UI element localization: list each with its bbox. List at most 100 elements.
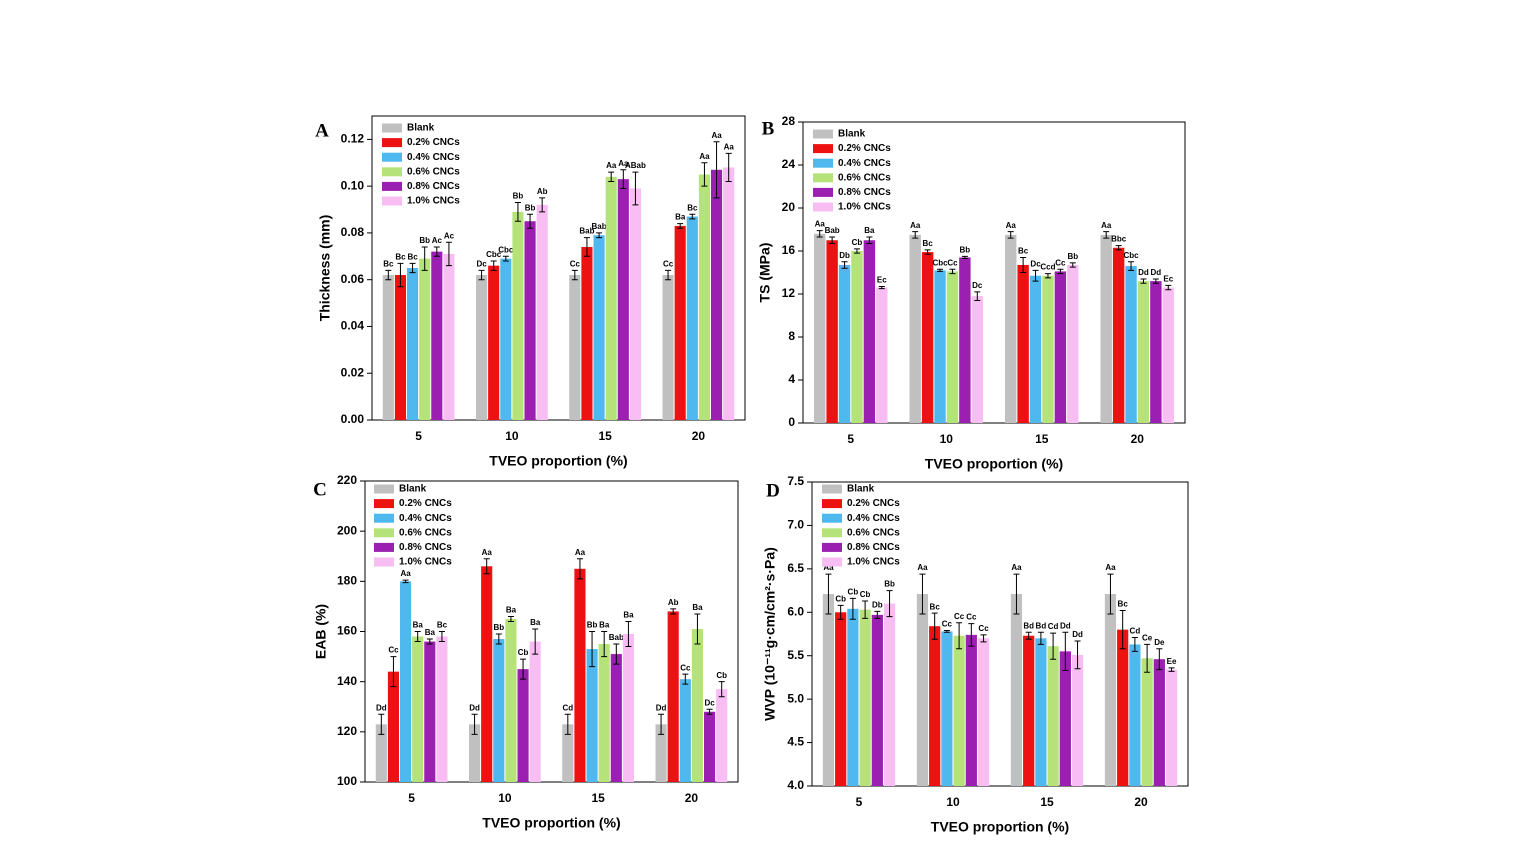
significance-label: Dd bbox=[1072, 630, 1083, 639]
bar bbox=[921, 252, 934, 423]
error-bar bbox=[937, 268, 944, 272]
legend-label: 0.6% CNCs bbox=[838, 172, 891, 183]
error-bar bbox=[837, 604, 844, 620]
significance-label: Ba bbox=[425, 628, 436, 637]
significance-label: Cc bbox=[663, 259, 674, 268]
significance-label: Bd bbox=[1036, 621, 1047, 630]
error-bar bbox=[874, 610, 881, 619]
legend-swatch bbox=[822, 542, 842, 552]
bar bbox=[1165, 669, 1178, 786]
bar bbox=[436, 636, 448, 782]
error-bar bbox=[632, 171, 639, 206]
x-tick-label: 15 bbox=[591, 791, 605, 805]
y-tick-label: 5.0 bbox=[787, 691, 804, 705]
bar bbox=[1067, 264, 1079, 423]
error-bar bbox=[1131, 636, 1138, 652]
bar bbox=[629, 188, 641, 420]
error-bar bbox=[1103, 231, 1110, 239]
bar bbox=[1125, 266, 1137, 423]
bar bbox=[655, 724, 667, 782]
legend-label: 0.4% CNCs bbox=[847, 513, 900, 524]
y-tick-label: 0.06 bbox=[341, 272, 365, 286]
bar bbox=[814, 233, 826, 423]
x-axis-label: TVEO proportion (%) bbox=[931, 819, 1069, 835]
error-bar bbox=[825, 573, 832, 615]
significance-label: Ab bbox=[537, 187, 548, 196]
legend-swatch bbox=[822, 513, 842, 523]
bar bbox=[883, 603, 896, 786]
error-bar bbox=[878, 285, 885, 290]
bar bbox=[1035, 638, 1047, 786]
error-bar bbox=[1069, 262, 1076, 268]
bar bbox=[679, 679, 691, 782]
significance-label: Aa bbox=[910, 221, 921, 230]
error-bar bbox=[402, 579, 409, 584]
significance-label: Dd bbox=[376, 703, 387, 712]
y-axis-label: WVP (10⁻¹¹g·cm/cm²·s·Pa) bbox=[762, 547, 778, 721]
significance-label: De bbox=[1154, 638, 1165, 647]
error-bar bbox=[514, 202, 521, 222]
bar bbox=[822, 594, 835, 786]
legend-swatch bbox=[813, 173, 833, 183]
significance-label: Ac bbox=[432, 236, 443, 245]
bar bbox=[723, 167, 735, 420]
error-bar bbox=[1057, 268, 1064, 275]
significance-label: Cbc bbox=[486, 250, 502, 259]
significance-label: Ba bbox=[413, 621, 424, 630]
error-bar bbox=[596, 232, 603, 239]
bar bbox=[476, 275, 488, 420]
significance-label: Dd bbox=[1151, 268, 1162, 277]
legend-label: Blank bbox=[407, 123, 435, 134]
y-tick-label: 5.5 bbox=[787, 648, 804, 662]
y-tick-label: 0 bbox=[788, 415, 795, 429]
significance-label: Cc bbox=[1055, 258, 1066, 267]
bar bbox=[500, 258, 512, 420]
significance-label: Dc bbox=[704, 698, 715, 707]
significance-label: Ac bbox=[444, 231, 455, 240]
significance-label: Cbc bbox=[932, 258, 948, 267]
bar bbox=[916, 594, 929, 786]
legend-label: 1.0% CNCs bbox=[847, 557, 900, 568]
error-bar bbox=[1156, 648, 1163, 671]
significance-label: Cc bbox=[947, 258, 958, 267]
y-tick-label: 28 bbox=[782, 114, 796, 128]
y-tick-label: 0.08 bbox=[341, 225, 365, 239]
error-bar bbox=[490, 260, 497, 271]
significance-label: Cc bbox=[570, 259, 581, 268]
error-bar bbox=[961, 255, 968, 260]
error-bar bbox=[1037, 631, 1044, 645]
significance-label: Aa bbox=[823, 563, 834, 572]
error-bar bbox=[701, 162, 708, 187]
error-bar bbox=[949, 268, 956, 275]
error-bar bbox=[682, 673, 689, 685]
bar bbox=[716, 689, 728, 782]
legend-swatch bbox=[813, 144, 833, 154]
error-bar bbox=[385, 269, 392, 281]
error-bar bbox=[1013, 573, 1020, 615]
bar bbox=[569, 275, 581, 420]
error-bar bbox=[539, 197, 546, 213]
error-bar bbox=[829, 236, 836, 244]
significance-label: Ba bbox=[864, 226, 875, 235]
error-bar bbox=[841, 261, 848, 269]
error-bar bbox=[713, 141, 720, 199]
error-bar bbox=[1074, 640, 1081, 670]
legend-swatch bbox=[374, 499, 394, 509]
error-bar bbox=[725, 152, 732, 182]
error-bar bbox=[912, 231, 919, 239]
legend-swatch bbox=[813, 129, 833, 139]
bar bbox=[674, 225, 686, 420]
significance-label: Ba bbox=[530, 618, 541, 627]
significance-label: Aa bbox=[1006, 221, 1017, 230]
bar bbox=[1137, 281, 1150, 423]
significance-label: Cbc bbox=[498, 245, 514, 254]
y-axis-label: EAB (%) bbox=[313, 604, 329, 659]
error-bar bbox=[1032, 269, 1039, 282]
bar bbox=[493, 639, 505, 782]
error-bar bbox=[943, 630, 950, 633]
bar bbox=[598, 644, 610, 782]
significance-label: Cc bbox=[978, 624, 989, 633]
legend-swatch bbox=[374, 542, 394, 552]
error-bar bbox=[409, 262, 416, 274]
error-bar bbox=[583, 237, 590, 257]
